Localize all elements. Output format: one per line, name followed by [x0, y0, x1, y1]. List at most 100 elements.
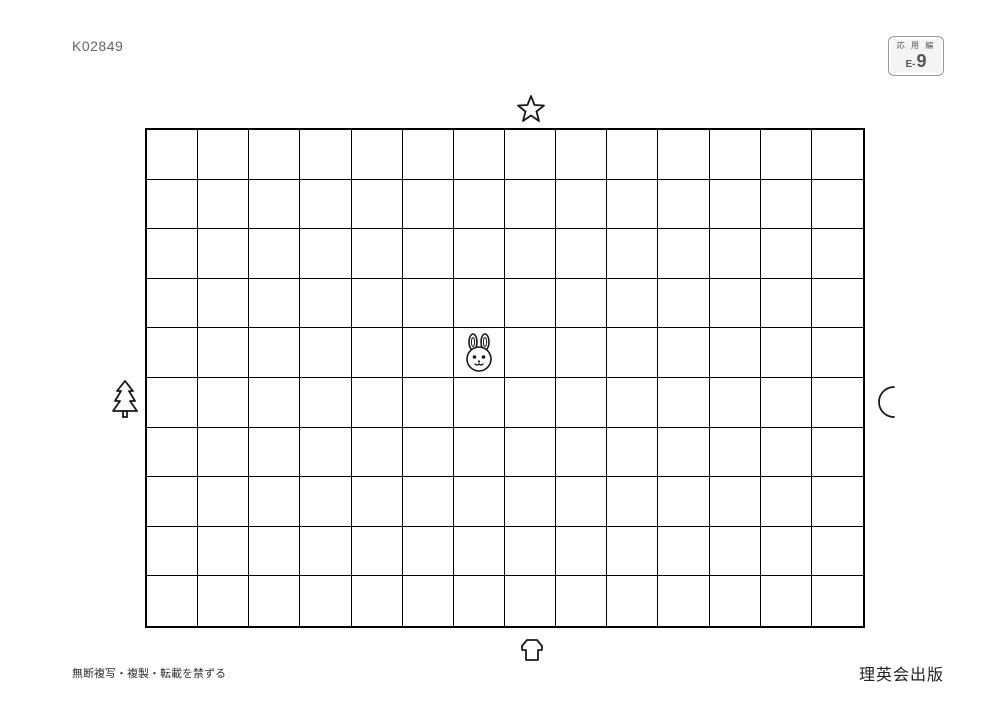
- grid-cell: [658, 130, 709, 180]
- grid-cell: [300, 576, 351, 626]
- grid-cell: [658, 279, 709, 329]
- grid-cell: [505, 130, 556, 180]
- grid-cell: [505, 576, 556, 626]
- grid-cell: [403, 477, 454, 527]
- grid-cell: [658, 328, 709, 378]
- grid-cell: [761, 428, 812, 478]
- grid-cell: [249, 130, 300, 180]
- grid-cell: [198, 279, 249, 329]
- grid-cell: [198, 130, 249, 180]
- grid-cell: [812, 229, 863, 279]
- grid-cell: [300, 477, 351, 527]
- grid-cell: [658, 477, 709, 527]
- grid-cell: [352, 477, 403, 527]
- grid-cell: [147, 279, 198, 329]
- grid-cell: [300, 130, 351, 180]
- grid-cell: [812, 527, 863, 577]
- grid-cell: [658, 378, 709, 428]
- badge-number: 9: [916, 51, 926, 71]
- grid-cell: [505, 428, 556, 478]
- grid-cell: [454, 328, 505, 378]
- badge-top-label: 応 用 編: [897, 42, 935, 50]
- grid-cell: [403, 130, 454, 180]
- grid-cell: [454, 279, 505, 329]
- grid-cell: [300, 527, 351, 577]
- grid-cell: [300, 180, 351, 230]
- grid-cell: [352, 576, 403, 626]
- grid-cell: [658, 180, 709, 230]
- grid-cell: [403, 229, 454, 279]
- worksheet-page: K02849 応 用 編 E-9: [0, 0, 1000, 707]
- grid-cell: [249, 527, 300, 577]
- grid-cell: [249, 229, 300, 279]
- grid-cell: [300, 229, 351, 279]
- grid-cell: [403, 428, 454, 478]
- grid-cell: [658, 576, 709, 626]
- grid-cell: [556, 477, 607, 527]
- grid-cell: [812, 378, 863, 428]
- grid-cell: [505, 378, 556, 428]
- grid-cell: [352, 279, 403, 329]
- moon-icon: [873, 386, 905, 418]
- grid-cell: [812, 428, 863, 478]
- badge-prefix: E-: [905, 59, 915, 70]
- grid-cell: [556, 229, 607, 279]
- badge-main-label: E-9: [905, 52, 926, 70]
- grid-cell: [658, 428, 709, 478]
- grid-cell: [658, 229, 709, 279]
- grid-cell: [607, 527, 658, 577]
- house-icon: [516, 634, 548, 666]
- grid-cell: [607, 130, 658, 180]
- grid-cell: [761, 229, 812, 279]
- grid: [145, 128, 865, 628]
- grid-cell: [352, 180, 403, 230]
- grid-cell: [556, 130, 607, 180]
- grid-cell: [761, 180, 812, 230]
- grid-cell: [198, 477, 249, 527]
- grid-cell: [147, 477, 198, 527]
- grid-cell: [761, 130, 812, 180]
- grid-cell: [352, 428, 403, 478]
- grid-cell: [300, 328, 351, 378]
- grid-cell: [556, 328, 607, 378]
- grid-cell: [198, 378, 249, 428]
- grid-cell: [607, 378, 658, 428]
- grid-cell: [403, 279, 454, 329]
- grid-cell: [607, 428, 658, 478]
- grid-cell: [710, 279, 761, 329]
- grid-cell: [300, 428, 351, 478]
- grid-cell: [710, 428, 761, 478]
- grid-cell: [249, 180, 300, 230]
- grid-cell: [812, 576, 863, 626]
- grid-cell: [249, 378, 300, 428]
- grid-cell: [710, 328, 761, 378]
- grid-cell: [505, 477, 556, 527]
- grid-cell: [198, 180, 249, 230]
- grid-cell: [198, 527, 249, 577]
- grid-cell: [812, 279, 863, 329]
- grid-cell: [556, 180, 607, 230]
- grid-cell: [607, 229, 658, 279]
- grid-cell: [403, 527, 454, 577]
- grid-cell: [403, 576, 454, 626]
- grid-cell: [454, 477, 505, 527]
- grid-cell: [505, 279, 556, 329]
- grid-cell: [147, 576, 198, 626]
- tree-icon: [109, 383, 141, 415]
- grid-cell: [505, 229, 556, 279]
- grid-cell: [812, 477, 863, 527]
- grid-cell: [454, 229, 505, 279]
- grid-cell: [556, 527, 607, 577]
- grid-cell: [403, 378, 454, 428]
- grid-cell: [710, 527, 761, 577]
- grid-cell: [352, 378, 403, 428]
- grid-cell: [454, 527, 505, 577]
- grid-cell: [556, 279, 607, 329]
- grid-cell: [198, 428, 249, 478]
- grid-cell: [249, 328, 300, 378]
- grid-cell: [352, 130, 403, 180]
- grid-cell: [710, 576, 761, 626]
- grid-cell: [556, 576, 607, 626]
- grid-cell: [147, 130, 198, 180]
- grid-cell: [147, 527, 198, 577]
